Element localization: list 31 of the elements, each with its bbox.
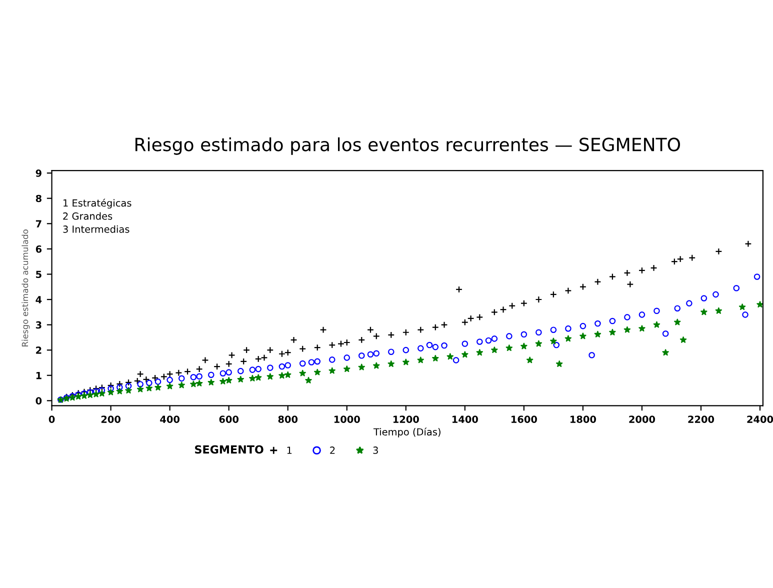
- legend-label: 2: [330, 446, 335, 454]
- x-tick-label: 200: [101, 416, 120, 423]
- legend-label: 3: [373, 446, 378, 454]
- y-tick-label: 7: [36, 220, 42, 228]
- y-tick-label: 8: [36, 194, 42, 202]
- y-tick-label: 2: [36, 346, 42, 354]
- annotation: 1 Estratégicas 2 Grandes 3 Intermedias: [63, 198, 132, 233]
- y-tick-label: 4: [36, 296, 42, 304]
- x-tick-label: 800: [278, 416, 298, 423]
- x-tick-label: 0: [48, 416, 55, 423]
- x-tick-label: 1600: [512, 416, 537, 423]
- x-tick-label: 1400: [452, 416, 478, 423]
- x-tick-label: 1000: [334, 416, 360, 423]
- x-tick-label: 1800: [570, 416, 596, 423]
- y-tick-label: 6: [36, 245, 42, 253]
- y-tick-label: 1: [36, 372, 42, 380]
- x-axis-title: Tiempo (Días): [373, 428, 440, 438]
- y-tick-label: 0: [36, 397, 42, 404]
- legend-label: 1: [287, 446, 292, 454]
- x-tick-label: 400: [160, 416, 180, 423]
- x-tick-label: 2400: [747, 416, 773, 423]
- x-tick-label: 1200: [393, 416, 419, 423]
- y-tick-label: 5: [36, 270, 42, 278]
- y-axis-title: Riesgo estimado acumulado: [22, 230, 30, 346]
- x-tick-label: 600: [219, 416, 239, 423]
- legend-title: SEGMENTO: [195, 445, 264, 454]
- y-tick-label: 3: [36, 321, 42, 329]
- chart-title: Riesgo estimado para los eventos recurrentes — SEGMENTO: [135, 137, 680, 155]
- y-tick-label: 9: [36, 170, 42, 177]
- x-tick-label: 2200: [688, 416, 714, 423]
- x-tick-label: 2000: [629, 416, 656, 423]
